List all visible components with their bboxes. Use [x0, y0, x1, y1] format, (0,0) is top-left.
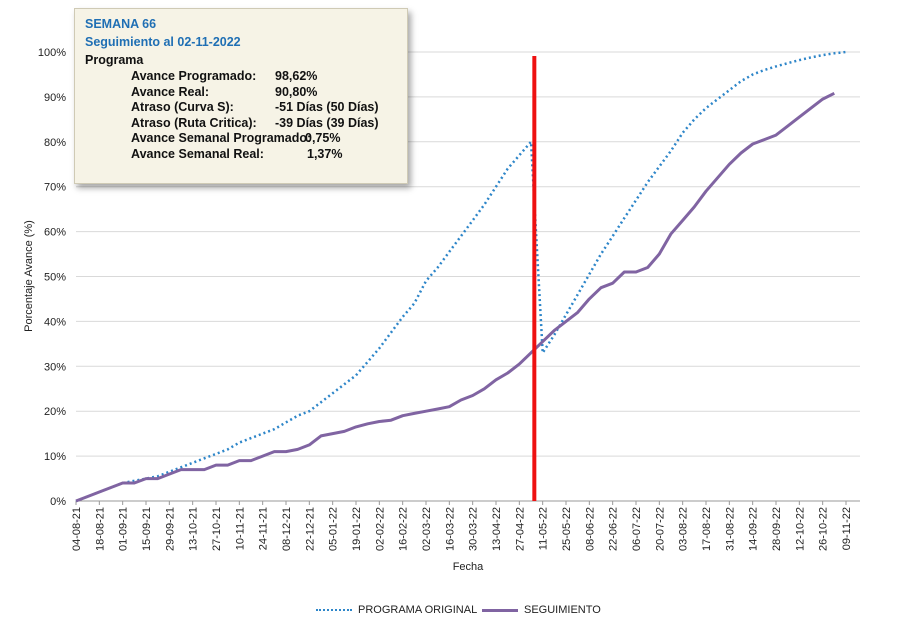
- tracking-date-label: Seguimiento al 02-11-2022: [85, 35, 241, 49]
- x-tick-label: 02-03-22: [421, 507, 433, 551]
- summary-row-weekly-planned: Avance Semanal Programado: 0,75%: [85, 131, 407, 147]
- chart-legend: PROGRAMA ORIGINAL SEGUIMIENTO: [0, 601, 908, 619]
- summary-label: Atraso (Curva S):: [131, 100, 234, 114]
- x-tick-label: 13-04-22: [491, 507, 503, 551]
- summary-label: Avance Programado:: [131, 69, 257, 83]
- x-tick-label: 08-12-21: [281, 507, 293, 551]
- summary-row-delay-scurve: Atraso (Curva S): -51 Días (50 Días): [85, 100, 407, 116]
- y-tick-label: 50%: [44, 272, 66, 284]
- y-axis-ticks: 0% 10% 20% 30% 40% 50% 60% 70% 80% 90% 100%: [38, 47, 66, 508]
- x-tick-label: 09-11-22: [841, 507, 853, 550]
- x-tick-label: 15-09-21: [141, 507, 153, 551]
- legend-swatch-dotted: [316, 609, 352, 611]
- progress-summary-box: SEMANA 66 Seguimiento al 02-11-2022 Prog…: [74, 8, 408, 184]
- summary-value: 98,62%: [275, 69, 318, 83]
- summary-row-delay-critical: Atraso (Ruta Critica): -39 Días (39 Días…: [85, 116, 407, 132]
- x-tick-label: 22-06-22: [608, 507, 620, 551]
- y-tick-label: 30%: [44, 361, 66, 373]
- program-label: Programa: [85, 53, 144, 67]
- summary-value: -51 Días (50 Días): [275, 100, 379, 114]
- y-tick-label: 100%: [38, 47, 66, 59]
- legend-swatch-solid: [482, 609, 518, 612]
- y-tick-label: 70%: [44, 182, 66, 194]
- x-tick-label: 19-01-22: [351, 507, 363, 551]
- x-axis-title: Fecha: [453, 561, 484, 573]
- x-tick-label: 22-12-21: [304, 507, 316, 551]
- axes: [75, 500, 860, 505]
- summary-value: 1,37%: [307, 146, 343, 161]
- x-tick-label: 11-05-22: [538, 507, 550, 550]
- y-tick-label: 80%: [44, 137, 66, 149]
- y-tick-label: 0%: [50, 496, 66, 508]
- x-tick-label: 17-08-22: [701, 507, 713, 551]
- x-tick-label: 02-02-22: [374, 507, 386, 551]
- x-tick-label: 24-11-21: [258, 507, 270, 550]
- summary-label: Atraso (Ruta Critica):: [131, 115, 257, 130]
- summary-label: Avance Semanal Real:: [131, 146, 264, 161]
- x-tick-label: 14-09-22: [748, 507, 760, 551]
- x-tick-label: 20-07-22: [654, 507, 666, 551]
- summary-row-weekly-actual: Avance Semanal Real: 1,37%: [85, 147, 407, 163]
- gridlines: [76, 51, 860, 457]
- y-tick-label: 90%: [44, 92, 66, 104]
- x-tick-label: 05-01-22: [328, 507, 340, 551]
- x-tick-label: 30-03-22: [468, 507, 480, 551]
- series-line-seguimiento: [75, 91, 835, 503]
- y-axis-title: Porcentaje Avance (%): [23, 220, 35, 332]
- y-tick-label: 20%: [44, 406, 66, 418]
- summary-label: Avance Semanal Programado:: [131, 131, 312, 145]
- summary-value: 90,80%: [275, 84, 318, 99]
- y-tick-label: 10%: [44, 451, 66, 463]
- summary-label: Avance Real:: [131, 84, 210, 99]
- x-tick-label: 26-10-22: [818, 507, 830, 551]
- summary-value: -39 Días (39 Días): [275, 115, 379, 130]
- week-label: SEMANA 66: [85, 17, 157, 31]
- summary-value: 0,75%: [305, 131, 341, 145]
- x-axis-ticks: 04-08-21 18-08-21 01-09-21 15-09-21 29-09-21…: [71, 507, 853, 551]
- x-tick-label: 10-11-21: [234, 507, 246, 550]
- x-tick-label: 25-05-22: [561, 507, 573, 551]
- series-line-programa-original: [75, 50, 847, 503]
- x-tick-label: 08-06-22: [584, 507, 596, 551]
- x-tick-label: 27-10-21: [211, 507, 223, 551]
- x-tick-label: 28-09-22: [771, 507, 783, 551]
- x-tick-label: 29-09-21: [164, 507, 176, 551]
- summary-row-planned: Avance Programado: 98,62%: [85, 69, 407, 85]
- x-tick-label: 16-02-22: [398, 507, 410, 551]
- y-tick-label: 40%: [44, 316, 66, 328]
- x-tick-label: 31-08-22: [724, 507, 736, 551]
- x-tick-label: 04-08-21: [71, 507, 83, 551]
- legend-label: PROGRAMA ORIGINAL: [358, 604, 478, 616]
- series-lines: [75, 50, 847, 503]
- x-tick-label: 01-09-21: [118, 507, 130, 551]
- summary-row-actual: Avance Real: 90,80%: [85, 85, 407, 101]
- x-tick-label: 16-03-22: [444, 507, 456, 551]
- x-tick-label: 18-08-21: [94, 507, 106, 551]
- legend-label: SEGUIMIENTO: [524, 604, 601, 616]
- y-tick-label: 60%: [44, 227, 66, 239]
- x-tick-label: 12-10-22: [794, 507, 806, 551]
- x-tick-label: 06-07-22: [631, 507, 643, 551]
- x-tick-label: 13-10-21: [188, 507, 200, 551]
- x-tick-label: 27-04-22: [514, 507, 526, 551]
- x-tick-label: 03-08-22: [678, 507, 690, 551]
